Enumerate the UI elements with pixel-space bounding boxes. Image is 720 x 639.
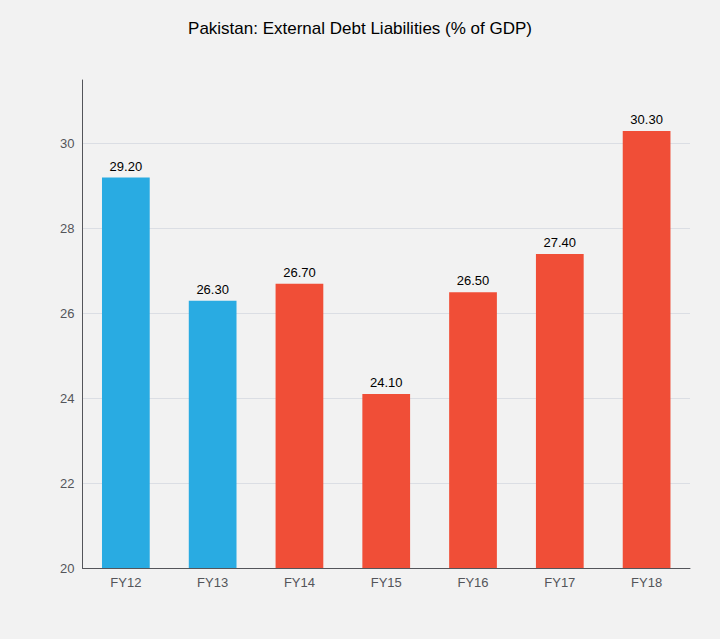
- svg-text:27.40: 27.40: [544, 235, 577, 250]
- svg-text:FY14: FY14: [284, 575, 315, 590]
- svg-text:FY12: FY12: [110, 575, 141, 590]
- svg-text:FY13: FY13: [197, 575, 228, 590]
- svg-text:26.50: 26.50: [457, 273, 490, 288]
- svg-text:26: 26: [60, 306, 74, 321]
- svg-text:FY16: FY16: [457, 575, 488, 590]
- svg-text:FY18: FY18: [631, 575, 662, 590]
- svg-text:20: 20: [60, 561, 74, 576]
- svg-text:26.70: 26.70: [283, 265, 316, 280]
- svg-text:24.10: 24.10: [370, 375, 403, 390]
- svg-text:28: 28: [60, 221, 74, 236]
- svg-text:30: 30: [60, 136, 74, 151]
- svg-text:24: 24: [60, 391, 74, 406]
- svg-text:26.30: 26.30: [196, 282, 229, 297]
- svg-text:FY17: FY17: [544, 575, 575, 590]
- svg-text:22: 22: [60, 476, 74, 491]
- svg-text:29.20: 29.20: [110, 159, 143, 174]
- svg-text:Pakistan: External Debt Liabil: Pakistan: External Debt Liabilities (% o…: [188, 19, 532, 38]
- svg-text:FY15: FY15: [371, 575, 402, 590]
- svg-text:30.30: 30.30: [630, 112, 663, 127]
